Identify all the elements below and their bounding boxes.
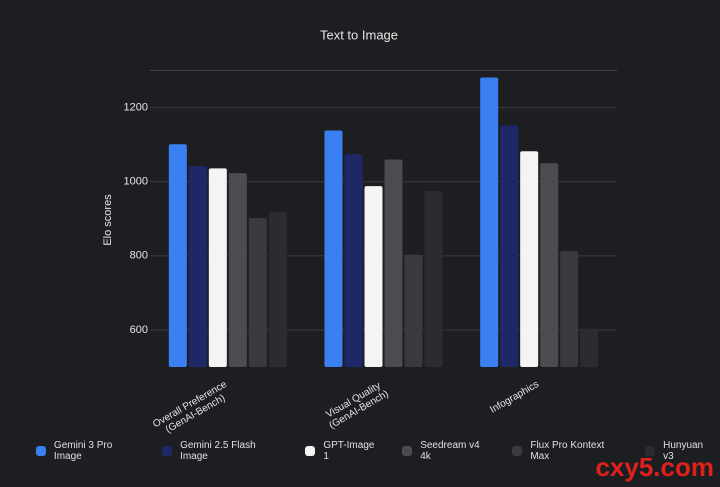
bar — [324, 130, 343, 367]
legend-label: Flux Pro Kontext Max — [530, 440, 605, 462]
bar — [560, 250, 579, 367]
legend-item: Flux Pro Kontext Max — [512, 440, 625, 462]
legend-swatch — [402, 446, 413, 456]
legend-item: Seedream v4 4k — [402, 440, 492, 462]
y-tick-label: 1000 — [124, 176, 148, 188]
y-axis-label: Elo scores — [102, 194, 114, 246]
bar — [268, 212, 287, 367]
bar — [520, 151, 539, 367]
legend-swatch — [645, 446, 656, 456]
bar — [580, 328, 599, 367]
bar — [228, 173, 247, 367]
watermark: cxy5.com — [595, 452, 714, 482]
legend-label: GPT-Image 1 — [323, 440, 375, 462]
chart-title: Text to Image — [320, 27, 398, 42]
legend-label: Seedream v4 4k — [420, 440, 480, 462]
legend-swatch — [36, 446, 46, 456]
bar — [168, 144, 187, 367]
legend-swatch — [512, 446, 523, 456]
legend-swatch — [305, 446, 316, 456]
legend-swatch — [162, 446, 173, 456]
bar — [344, 154, 363, 367]
bar — [480, 77, 499, 368]
legend-item: Hunyuan v3 — [645, 440, 716, 462]
legend-item: GPT-Image 1 — [305, 440, 382, 462]
legend-label: Gemini 3 Pro Image — [53, 440, 113, 462]
legend-item: Gemini 3 Pro Image — [36, 440, 142, 462]
legend-item: Gemini 2.5 Flash Image — [162, 440, 285, 462]
bar — [424, 190, 443, 367]
bar — [188, 166, 207, 367]
bar — [248, 218, 267, 367]
legend: Gemini 3 Pro Image Gemini 2.5 Flash Image… — [36, 440, 716, 462]
bar — [208, 168, 227, 367]
bar — [384, 159, 403, 367]
legend-label: Gemini 2.5 Flash Image — [180, 440, 256, 462]
bar — [500, 125, 519, 367]
bar — [404, 254, 423, 367]
legend-label: Hunyuan v3 — [663, 440, 704, 462]
bar — [540, 163, 559, 367]
bar — [364, 186, 383, 367]
y-tick-label: 1200 — [124, 101, 148, 113]
y-tick-label: 800 — [130, 250, 148, 262]
y-tick-label: 600 — [130, 324, 148, 336]
